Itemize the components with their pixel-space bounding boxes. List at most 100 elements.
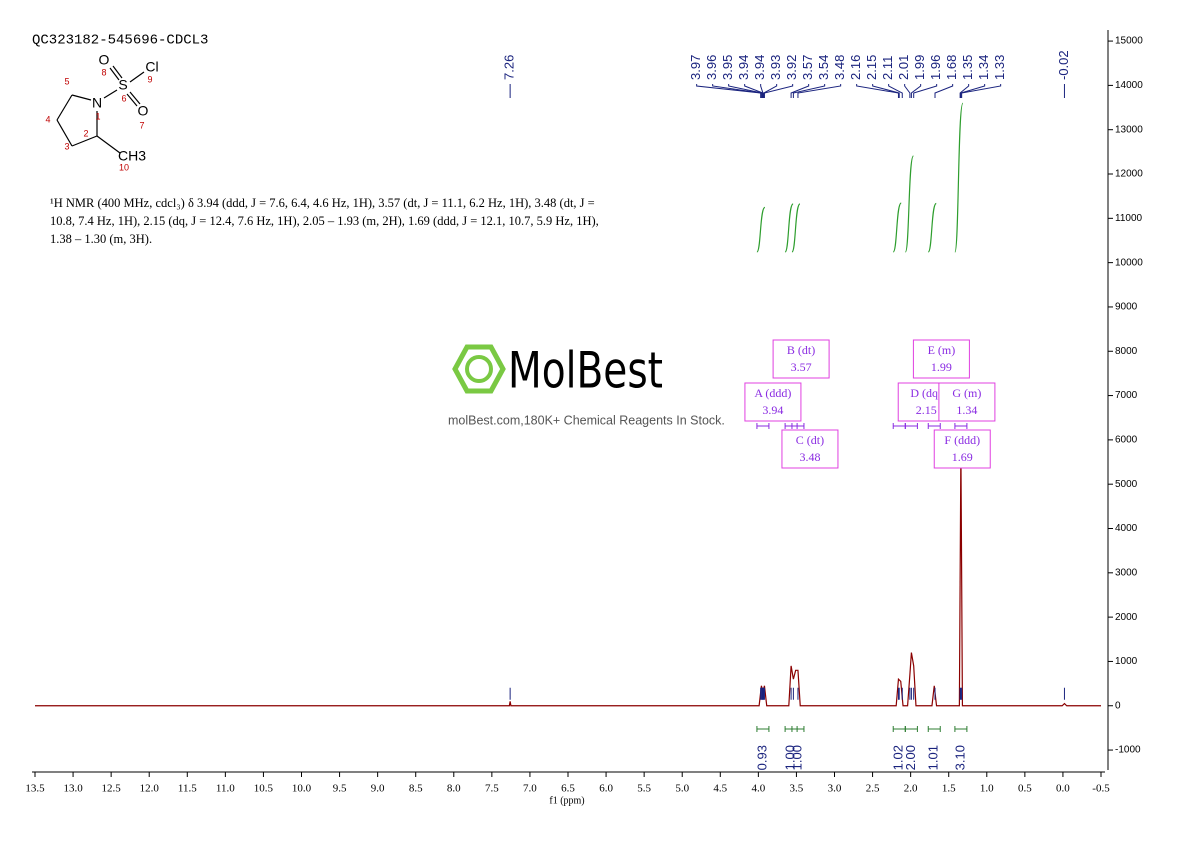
y-tick-label: 2000: [1115, 612, 1138, 623]
peak-connector: [888, 84, 903, 98]
peak-connector: [934, 84, 954, 98]
peak-connector: [728, 84, 763, 98]
multiplet-label: F (ddd): [944, 433, 980, 447]
multiplet-label: D (dq): [910, 386, 942, 400]
multiplet-shift: 1.34: [956, 403, 977, 417]
x-tick-label: 0.5: [1018, 783, 1032, 795]
y-tick-label: 11000: [1115, 213, 1143, 224]
y-tick-label: 14000: [1115, 80, 1143, 91]
peak-label: 3.57: [800, 55, 815, 80]
peak-connector: [904, 84, 911, 98]
x-tick-label: 5.0: [675, 783, 689, 795]
peak-label: 2.11: [880, 56, 895, 80]
multiplet-bracket: [927, 423, 941, 429]
peak-connector: [960, 84, 986, 98]
watermark-tagline: molBest.com,180K+ Chemical Reagents In S…: [448, 413, 725, 427]
bond: [71, 94, 92, 101]
integral-value: 3.10: [952, 745, 967, 770]
integral-bracket: [927, 726, 941, 732]
peak-label: 1.68: [944, 55, 959, 80]
atom-label: CH3: [118, 148, 146, 164]
atom-label: N: [92, 95, 102, 111]
peak-label: 3.48: [832, 55, 847, 80]
integral-curve: [954, 102, 964, 253]
y-tick-label: 0: [1115, 700, 1121, 711]
peak-label: 3.96: [704, 55, 719, 80]
peak-label: 1.99: [912, 55, 927, 80]
multiplet-box: [772, 339, 830, 379]
multiplet-label: B (dt): [787, 343, 815, 357]
integral-value: 1.00: [789, 745, 804, 770]
peak-connector: [790, 84, 810, 98]
peak-label: 1.96: [928, 55, 943, 80]
peak-label: 3.94: [752, 55, 767, 80]
bond: [56, 119, 73, 147]
multiplet-shift: 3.94: [762, 403, 783, 417]
atom-number: 4: [45, 114, 50, 124]
y-tick-label: 9000: [1115, 302, 1138, 313]
x-tick-label: 6.0: [599, 783, 613, 795]
x-tick-label: 12.5: [102, 783, 122, 795]
integral-curve: [927, 202, 937, 253]
x-tick-label: 1.0: [980, 783, 994, 795]
peak-connector: [910, 84, 922, 98]
peak-connector: [792, 84, 826, 98]
peak-connector: [872, 84, 900, 98]
integral-curve: [791, 203, 801, 253]
integral-bracket: [892, 726, 906, 732]
bond: [112, 65, 123, 79]
peak-connector: [913, 84, 938, 98]
watermark: MolBest molBest.com,180K+ Chemical Reagen…: [448, 342, 725, 428]
atom-label: O: [138, 103, 149, 119]
atom-number: 10: [119, 162, 129, 172]
integral-value: 1.02: [891, 745, 906, 770]
y-tick-label: 13000: [1115, 124, 1143, 135]
y-tick-label: 4000: [1115, 523, 1138, 534]
integral-value: 2.00: [903, 745, 918, 770]
bond: [129, 71, 145, 83]
y-tick-label: -1000: [1115, 745, 1141, 756]
atom-label: S: [118, 77, 127, 93]
multiplet-bracket: [892, 423, 906, 429]
peak-connector: [797, 84, 842, 98]
x-tick-label: 12.0: [140, 783, 160, 795]
x-tick-label: 4.0: [751, 783, 765, 795]
x-tick-label: 11.5: [178, 783, 197, 795]
integral-value: 0.93: [754, 745, 769, 770]
chart-title: QC323182-545696-CDCL3: [32, 33, 208, 49]
peak-label: 3.93: [768, 55, 783, 80]
peak-connector: [959, 84, 970, 98]
x-tick-label: 2.0: [904, 783, 918, 795]
peak-label: -0.02: [1056, 50, 1071, 80]
peak-label: 2.16: [848, 55, 863, 80]
x-tick-label: 9.0: [371, 783, 385, 795]
peak-label: 3.94: [736, 55, 751, 80]
x-tick-label: 1.5: [942, 783, 956, 795]
integral-bracket: [756, 726, 770, 732]
multiplet-label: G (m): [952, 386, 981, 400]
integral-curve: [756, 206, 766, 253]
multiplet-shift: 3.48: [799, 450, 820, 464]
multiplet-label: A (ddd): [754, 386, 791, 400]
multiplet-box: [781, 429, 839, 469]
peak-connector: [760, 84, 764, 98]
y-tick-label: 6000: [1115, 435, 1138, 446]
peak-connector: [696, 84, 762, 98]
bond: [103, 89, 118, 99]
peak-connector: [856, 84, 899, 98]
x-tick-label: 8.5: [409, 783, 423, 795]
peak-label: 3.95: [720, 55, 735, 80]
integral-value: 1.01: [926, 745, 941, 770]
atom-number: 5: [64, 76, 69, 86]
multiplet-bracket: [791, 423, 805, 429]
x-tick-label: 6.5: [561, 783, 575, 795]
multiplet-shift: 2.15: [916, 403, 937, 417]
y-tick-label: 8000: [1115, 346, 1138, 357]
x-tick-label: 10.5: [254, 783, 274, 795]
atom-label: O: [99, 52, 110, 68]
integral-bracket: [954, 726, 968, 732]
multiplet-bracket: [904, 423, 918, 429]
x-tick-label: 8.0: [447, 783, 461, 795]
